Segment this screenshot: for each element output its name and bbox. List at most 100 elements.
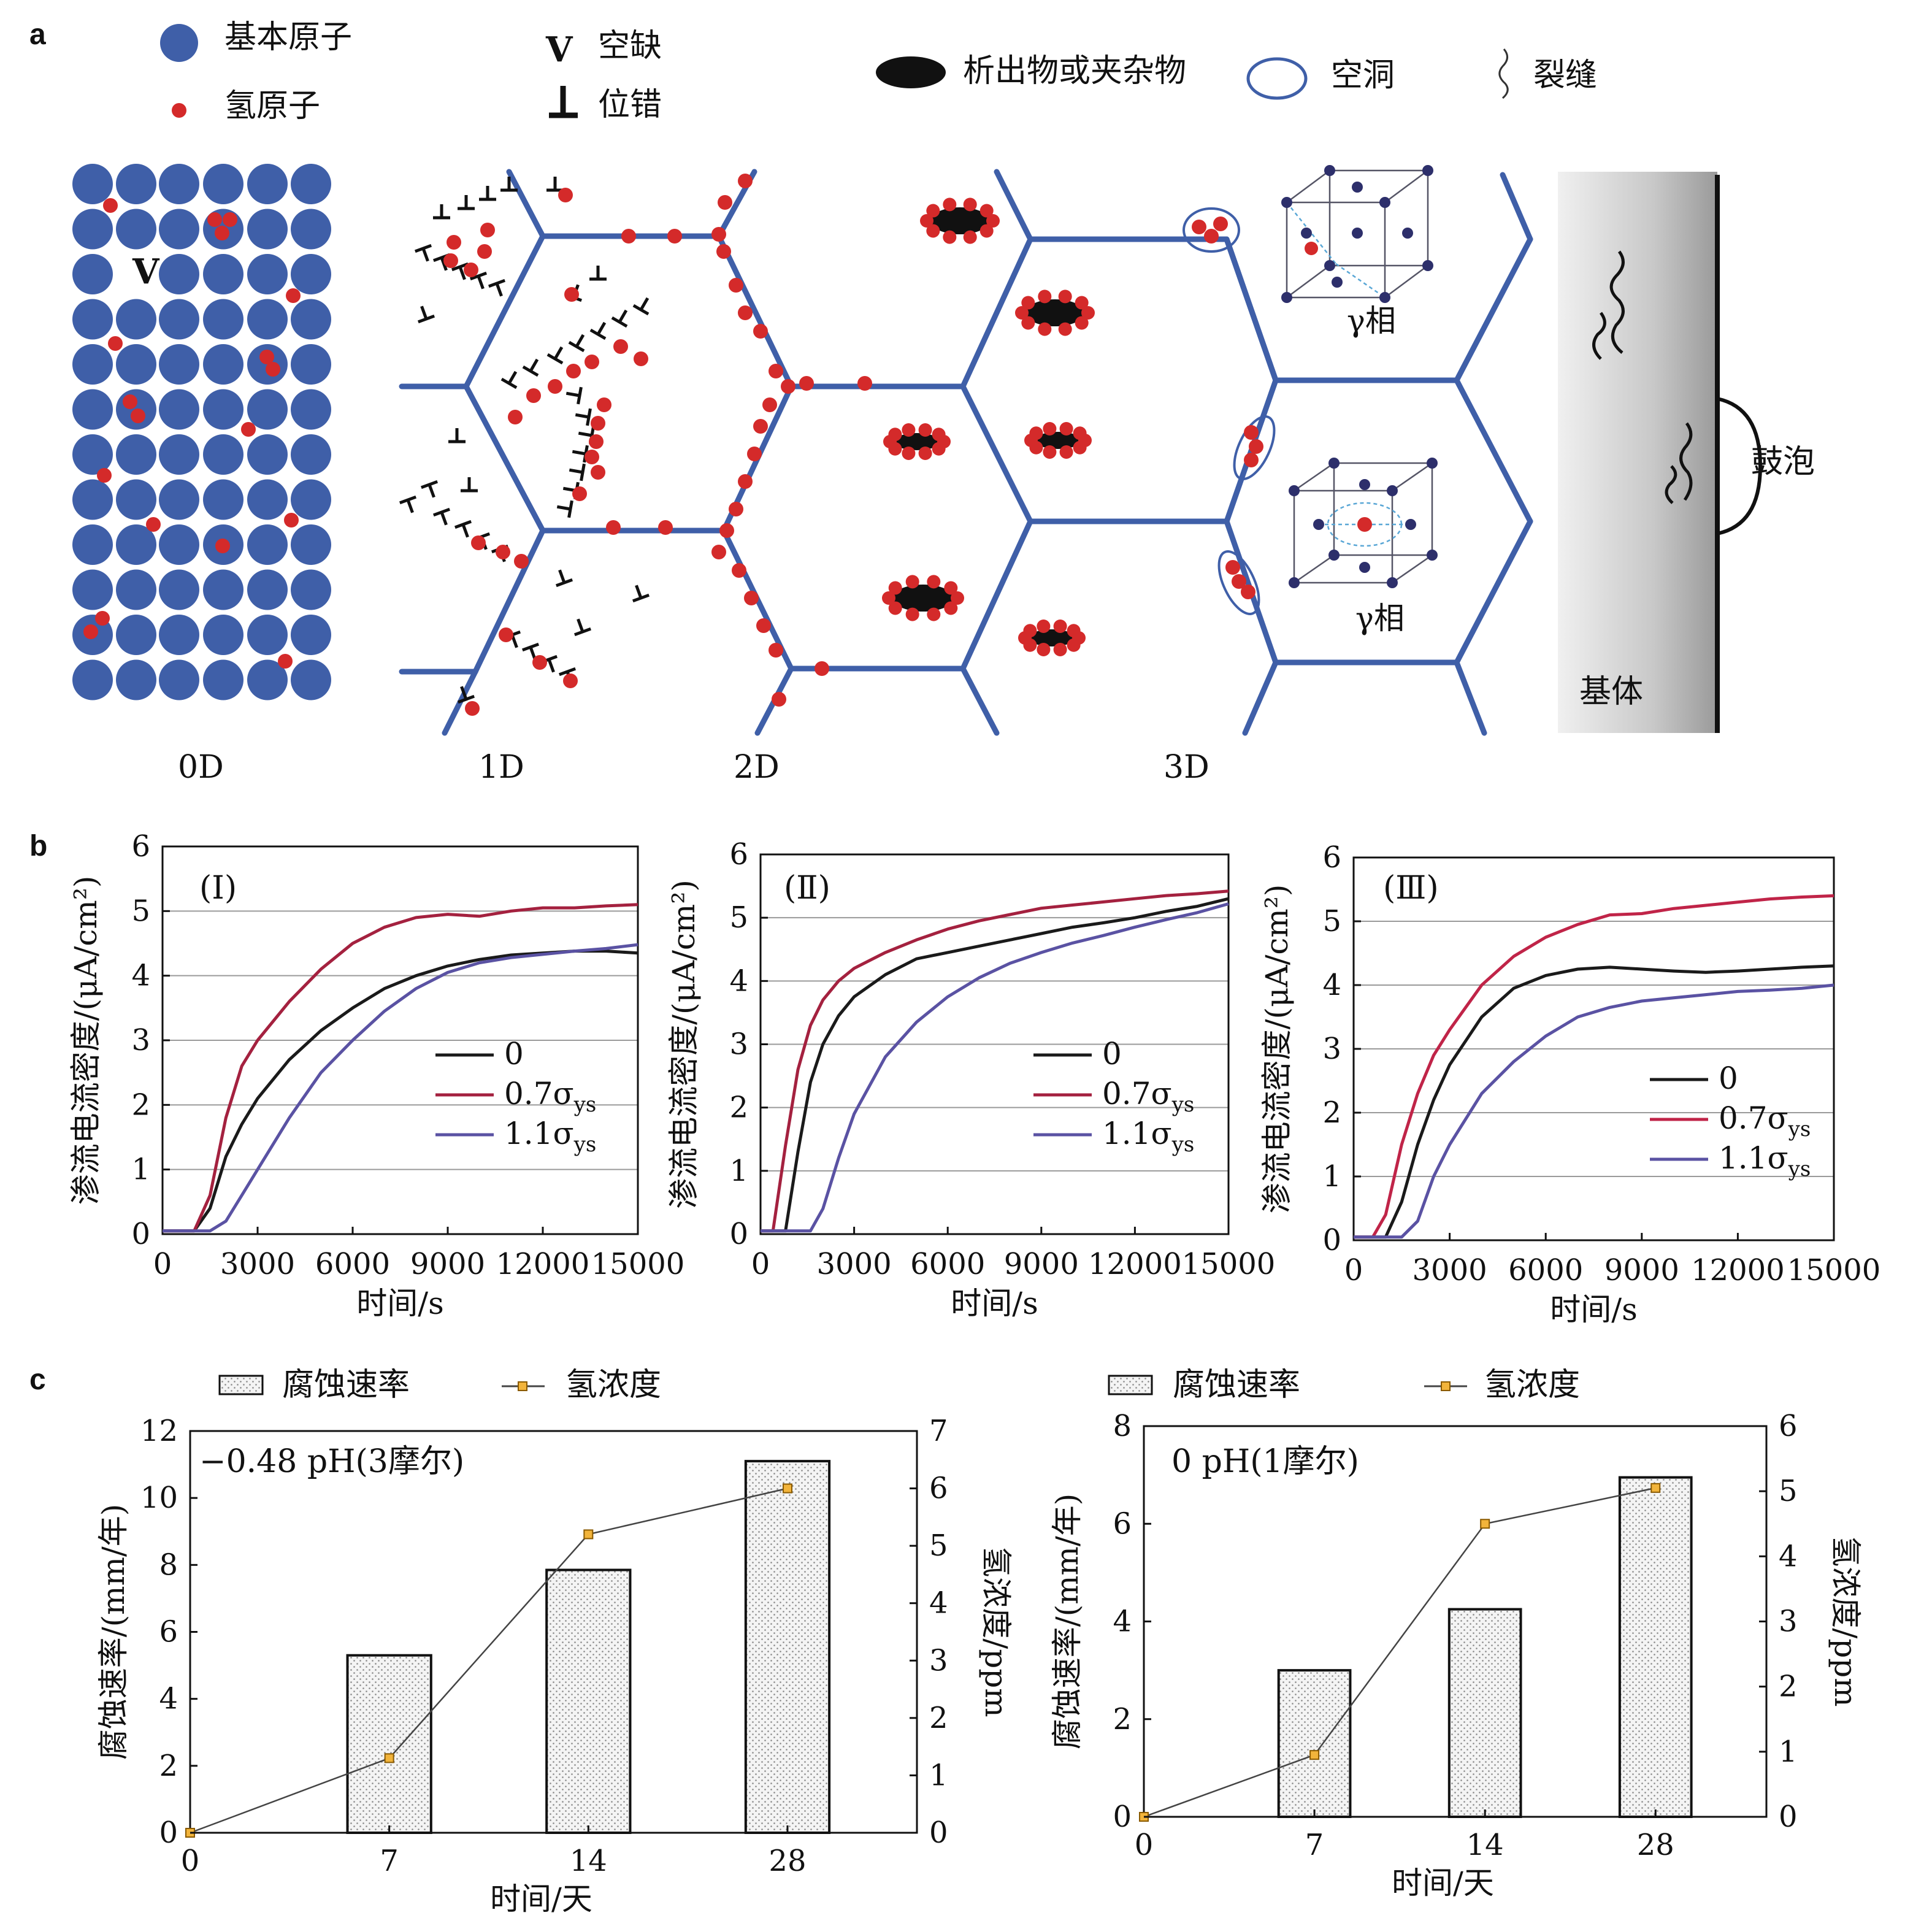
dislocation-symbol: [448, 428, 466, 443]
basic-atom: [203, 659, 243, 700]
internal-cracks: [1592, 250, 1693, 504]
hydrogen-atom: [718, 195, 732, 210]
series-line-1: [1354, 894, 1834, 1239]
x-tick-label: 0: [751, 1247, 770, 1281]
y-tick-label: 0: [729, 1217, 748, 1251]
dislocation-icon: [549, 86, 578, 118]
x-tick-label: 0: [1135, 1828, 1154, 1862]
dimension-label-1d: 1D: [478, 749, 524, 786]
y-tick-label: 5: [131, 894, 150, 928]
basic-atom: [72, 389, 113, 430]
x-tick-label: 0: [1344, 1253, 1363, 1287]
hydrogen-atom: [613, 339, 628, 354]
hydrogen-atom: [103, 198, 118, 213]
y-tick-label: 3: [729, 1027, 748, 1062]
legend-vacancy: 空缺: [598, 28, 662, 64]
series-line-2: [1354, 983, 1834, 1239]
panel-a-legend: 基本原子 氢原子 V 空缺 位错 析出物或夹杂物 空洞 裂缝: [160, 19, 1597, 125]
dislocation-symbol: [414, 244, 432, 262]
y-tick-label: 6: [159, 1615, 178, 1649]
x-tick-label: 15000: [591, 1247, 685, 1281]
basic-atom: [291, 254, 331, 294]
void-with-hydrogen: [1233, 415, 1276, 480]
basic-atom: [72, 254, 113, 294]
basic-atom: [159, 615, 199, 655]
basic-atom: [116, 479, 156, 520]
y-right-tick-label: 2: [1779, 1670, 1798, 1704]
hydrogen-atom: [585, 355, 599, 369]
x-tick-label: 9000: [1604, 1253, 1679, 1287]
basic-atom: [203, 569, 243, 610]
y-right-tick-label: 1: [929, 1758, 948, 1792]
basic-atom: [291, 569, 331, 610]
y-right-tick-label: 3: [1779, 1605, 1798, 1639]
series-line-0: [1354, 964, 1834, 1239]
hydrogen-atom: [747, 447, 762, 461]
hydrogen-atom: [499, 627, 513, 642]
hydrogen-atom: [888, 428, 902, 442]
hydrogen-atom: [558, 188, 573, 202]
precipitate-cluster: [882, 575, 964, 621]
x-tick-label: 12000: [1691, 1253, 1785, 1287]
y-tick-label: 2: [159, 1749, 178, 1783]
h-concentration-marker: [1480, 1519, 1490, 1529]
precipitate-cluster: [1018, 619, 1086, 657]
hydrogen-atom: [564, 287, 579, 302]
void-with-hydrogen: [1183, 207, 1240, 253]
hydrogen-atom: [902, 447, 916, 461]
basic-atom: [203, 434, 243, 475]
basic-atom: [72, 524, 113, 565]
corrosion-bar: [1447, 1608, 1522, 1818]
h-concentration-line: [190, 1487, 788, 1834]
permeation-chart-3: 0 1 2 3 4 5 6 0 3000 6000 9000 12000 15000 时间/s 渗流电流密度…: [1259, 840, 1880, 1327]
hydrogen-atom: [1192, 220, 1206, 234]
dislocation-symbol: [546, 177, 564, 192]
h-concentration-marker: [1650, 1483, 1661, 1493]
basic-atom: [72, 344, 113, 385]
hydrogen-atom: [1241, 585, 1255, 599]
void: [1183, 207, 1240, 253]
precipitate: [1035, 432, 1081, 449]
basic-atom: [203, 615, 243, 655]
dislocation-symbol: [632, 585, 650, 603]
hydrogen-atom: [131, 409, 145, 423]
hydrogen-atom: [738, 474, 753, 489]
grain-boundary-segment: [1454, 518, 1533, 666]
y-right-tick-label: 4: [929, 1586, 948, 1621]
hydrogen-atom: [1037, 643, 1051, 657]
hydrogen-atom: [944, 601, 958, 615]
y-right-tick-label: 5: [1779, 1474, 1798, 1508]
y-tick-label: 1: [1322, 1159, 1341, 1194]
chart-title: (Ⅱ): [784, 870, 830, 907]
legend-h-concentration-2: 氢浓度: [1484, 1367, 1580, 1403]
grain-boundary-segment: [716, 233, 794, 389]
hydrogen-atom: [1038, 322, 1052, 336]
hydrogen-atom: [464, 263, 478, 277]
precipitates-with-hydrogen: [882, 198, 1095, 657]
hydrogen-atom: [480, 223, 495, 237]
corrosion-chart-2: 0 7 14 28 0 2 4 6 8 0 1 2 3 4 5 6 时间/天 腐蚀速率/(mm/年) 氢浓度/ppm…: [1049, 1409, 1863, 1901]
x-axis-label: 时间/s: [1550, 1292, 1638, 1327]
chart-annotation: 0 pH(1摩尔): [1171, 1443, 1359, 1480]
gamma-phase-cube-2: [1289, 458, 1438, 588]
hydrogen-atom: [882, 591, 895, 605]
hydrogen-atom: [918, 423, 932, 437]
permeation-chart-2: 0 1 2 3 4 5 6 0 3000 6000 9000 12000 15000 时间/s 渗流电流密度…: [666, 837, 1275, 1321]
y-tick-label: 3: [1322, 1032, 1341, 1066]
corrosion-bar: [744, 1460, 831, 1834]
hydrogen-atom: [781, 379, 795, 394]
x-tick-label: 3000: [220, 1247, 295, 1281]
dislocation-symbol: [488, 278, 506, 297]
hydrogen-atom: [888, 601, 902, 615]
y-tick-label: 6: [131, 829, 150, 864]
hydrogen-atom: [241, 422, 256, 437]
basic-atom: [247, 254, 288, 294]
legend-label-1: 0.7σys: [504, 1076, 596, 1117]
hydrogen-atom: [1037, 619, 1051, 633]
hydrogen-atom: [1244, 453, 1259, 467]
corrosion-bar: [545, 1568, 632, 1834]
hydrogen-atom: [97, 468, 112, 483]
precipitate: [892, 585, 954, 612]
hydrogen-atom: [1053, 619, 1067, 633]
